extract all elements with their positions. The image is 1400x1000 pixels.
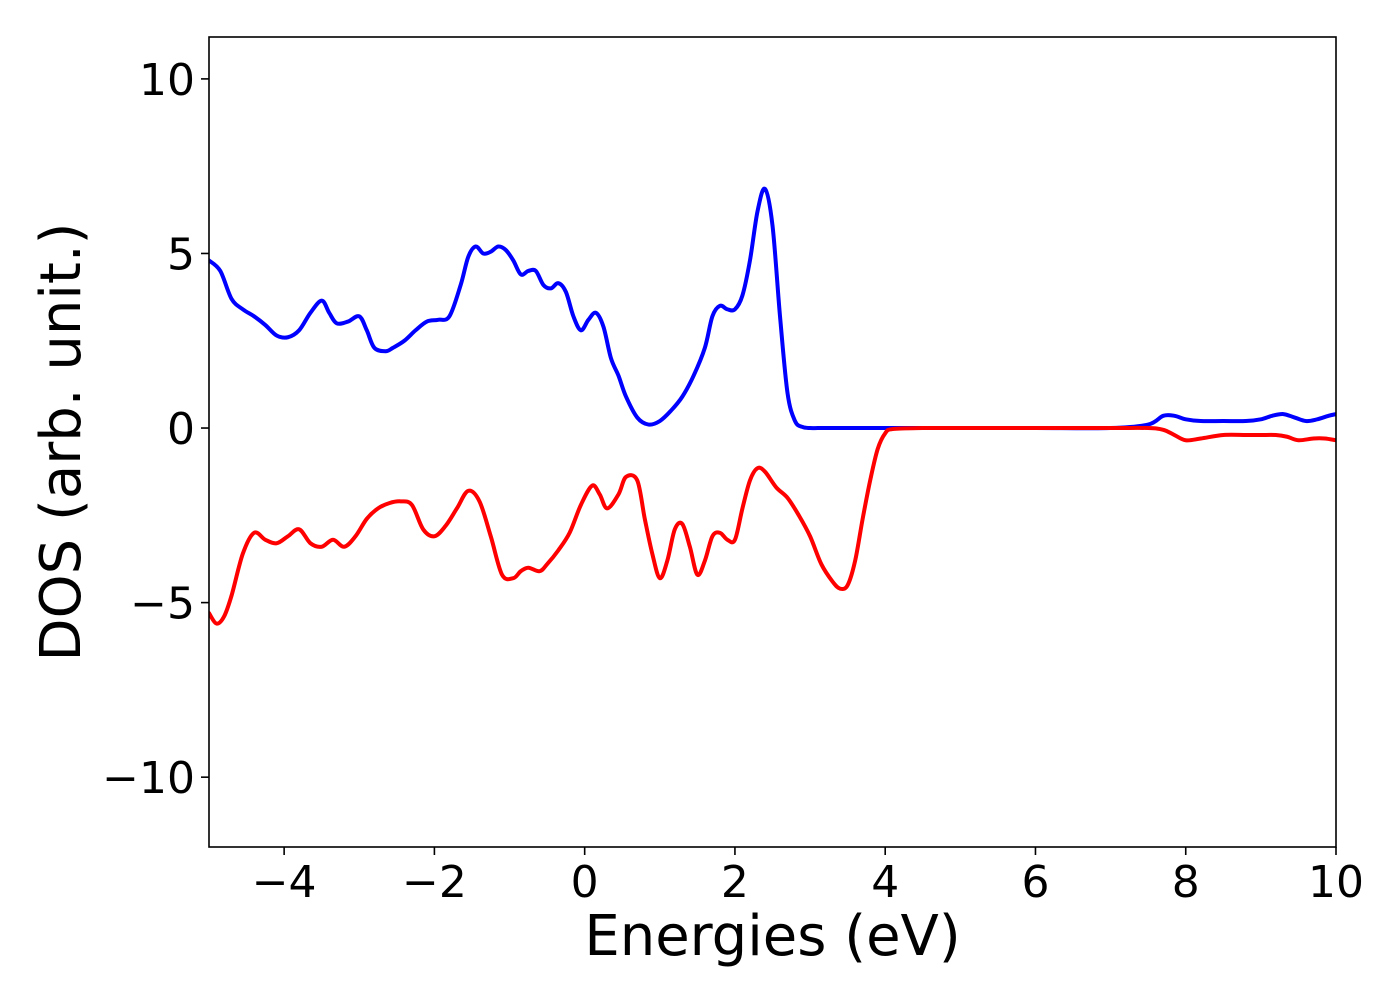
x-axis-label: Energies (eV) xyxy=(584,904,960,969)
x-axis-ticks: −4 −2 0 2 4 6 8 10 xyxy=(252,847,1364,908)
x-tick-label: 4 xyxy=(871,857,899,908)
y-axis-ticks: −10 −5 0 5 10 xyxy=(102,55,209,804)
x-tick-label: 0 xyxy=(571,857,599,908)
y-tick-label: −10 xyxy=(102,753,195,804)
series-line-1 xyxy=(209,186,1336,431)
x-tick-label: −2 xyxy=(402,857,467,908)
y-tick-label: 10 xyxy=(139,55,195,106)
plot-lines xyxy=(209,186,1336,626)
y-tick-label: 0 xyxy=(167,404,195,455)
x-tick-label: 10 xyxy=(1308,857,1364,908)
y-axis-label: DOS (arb. unit.) xyxy=(29,222,94,661)
x-tick-label: 2 xyxy=(721,857,749,908)
x-tick-label: 8 xyxy=(1172,857,1200,908)
y-tick-label: 5 xyxy=(167,229,195,280)
plot-frame xyxy=(208,36,1337,848)
x-tick-label: 6 xyxy=(1021,857,1049,908)
series-line-2 xyxy=(209,425,1336,626)
y-tick-label: −5 xyxy=(130,579,195,630)
x-tick-label: −4 xyxy=(252,857,317,908)
